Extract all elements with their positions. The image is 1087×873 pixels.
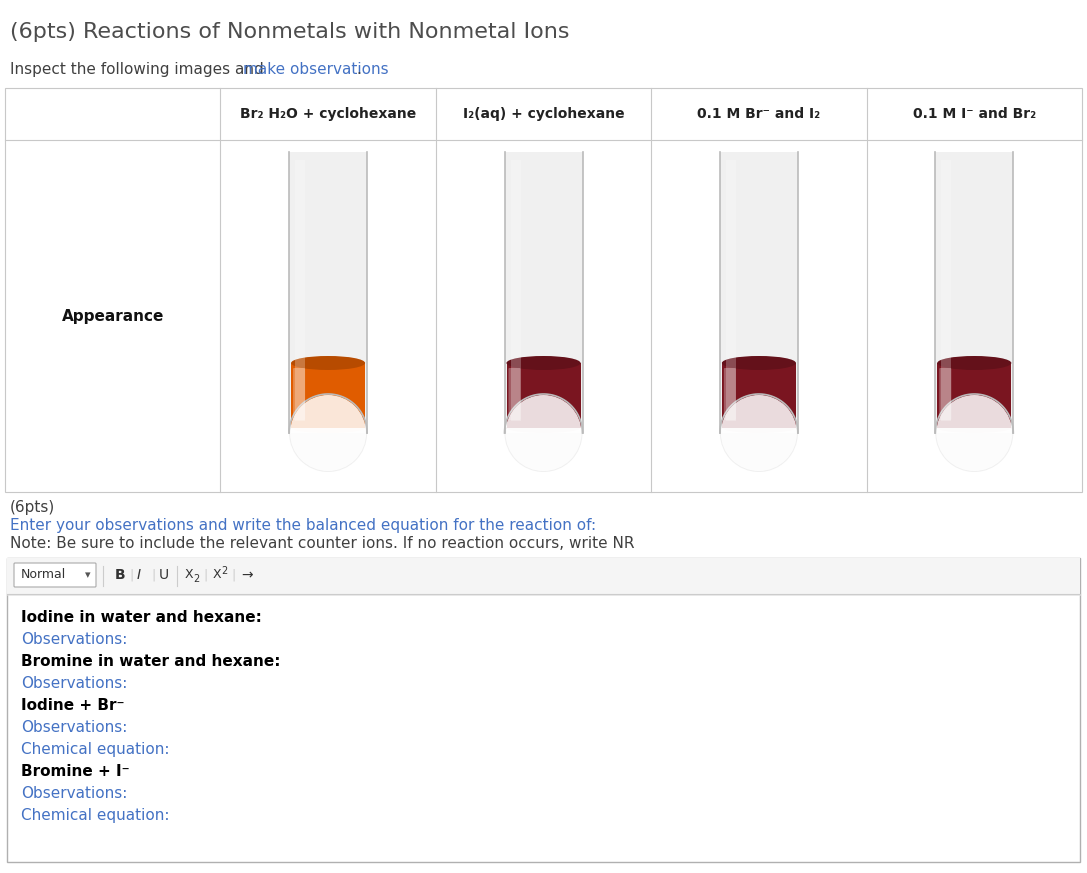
Text: make observations: make observations [243,62,389,77]
Ellipse shape [722,356,796,370]
Ellipse shape [720,394,798,472]
Ellipse shape [937,356,1011,370]
Text: Iodine + Br⁻: Iodine + Br⁻ [21,698,125,713]
Text: Note: Be sure to include the relevant counter ions. If no reaction occurs, write: Note: Be sure to include the relevant co… [10,536,635,551]
Text: Observations:: Observations: [21,676,127,691]
Bar [504,152,583,433]
Text: Bromine in water and hexane:: Bromine in water and hexane: [21,654,280,669]
Text: Br₂ H₂O + cyclohexane: Br₂ H₂O + cyclohexane [240,107,416,121]
Text: ▾: ▾ [85,570,90,580]
Text: X: X [213,568,222,581]
Bar [935,152,1013,433]
Bar [291,428,365,433]
Bar [291,363,365,428]
Ellipse shape [722,356,796,370]
Text: U: U [159,568,170,582]
Text: Chemical equation:: Chemical equation: [21,742,170,757]
Text: I: I [137,568,141,582]
Ellipse shape [505,395,582,471]
Text: X: X [185,568,193,581]
Bar [722,363,796,428]
Ellipse shape [936,395,1012,471]
Bar [507,428,580,433]
Bar [507,363,580,428]
Text: Inspect the following images and: Inspect the following images and [10,62,268,77]
Ellipse shape [507,356,580,370]
Text: Enter your observations and write the balanced equation for the reaction of:: Enter your observations and write the ba… [10,518,596,533]
Text: 2: 2 [221,566,227,576]
Text: (6pts) Reactions of Nonmetals with Nonmetal Ions: (6pts) Reactions of Nonmetals with Nonme… [10,22,570,42]
Text: Bromine + I⁻: Bromine + I⁻ [21,764,129,779]
Bar [289,152,367,433]
Bar [7,558,1080,594]
Ellipse shape [935,394,1013,472]
Text: 2: 2 [193,574,199,584]
Text: Chemical equation:: Chemical equation: [21,808,170,823]
Bar [937,363,1011,428]
Bar [722,428,796,433]
Ellipse shape [937,356,1011,370]
Text: |: | [129,568,134,581]
Ellipse shape [290,395,366,471]
FancyBboxPatch shape [939,368,951,420]
Bar [295,160,305,421]
Ellipse shape [721,395,797,471]
Text: |: | [232,568,235,581]
Text: (6pts): (6pts) [10,500,55,515]
Ellipse shape [291,356,365,370]
Text: 0.1 M Br⁻ and I₂: 0.1 M Br⁻ and I₂ [698,107,821,121]
FancyBboxPatch shape [293,368,305,420]
Text: Appearance: Appearance [62,308,164,324]
Text: Observations:: Observations: [21,786,127,801]
Ellipse shape [291,356,365,370]
FancyBboxPatch shape [509,368,521,420]
Ellipse shape [722,423,796,433]
Text: Observations:: Observations: [21,720,127,735]
Text: Normal: Normal [21,568,66,581]
Bar [5,88,1082,492]
Text: →: → [241,568,252,582]
FancyBboxPatch shape [14,563,96,587]
Ellipse shape [504,394,583,472]
Bar [7,558,1080,862]
Text: Iodine in water and hexane:: Iodine in water and hexane: [21,610,262,625]
Bar [720,152,798,433]
Text: Observations:: Observations: [21,632,127,647]
Ellipse shape [289,394,367,472]
Bar [726,160,736,421]
Ellipse shape [291,423,365,433]
Ellipse shape [937,423,1011,433]
Ellipse shape [507,356,580,370]
Bar [511,160,521,421]
Bar [937,428,1011,433]
FancyBboxPatch shape [724,368,736,420]
Bar [941,160,951,421]
Text: B: B [115,568,126,582]
Text: .: . [357,62,361,77]
Text: I₂(aq) + cyclohexane: I₂(aq) + cyclohexane [463,107,624,121]
Ellipse shape [507,423,580,433]
Text: |: | [203,568,208,581]
Text: |: | [151,568,155,581]
Text: 0.1 M I⁻ and Br₂: 0.1 M I⁻ and Br₂ [913,107,1036,121]
